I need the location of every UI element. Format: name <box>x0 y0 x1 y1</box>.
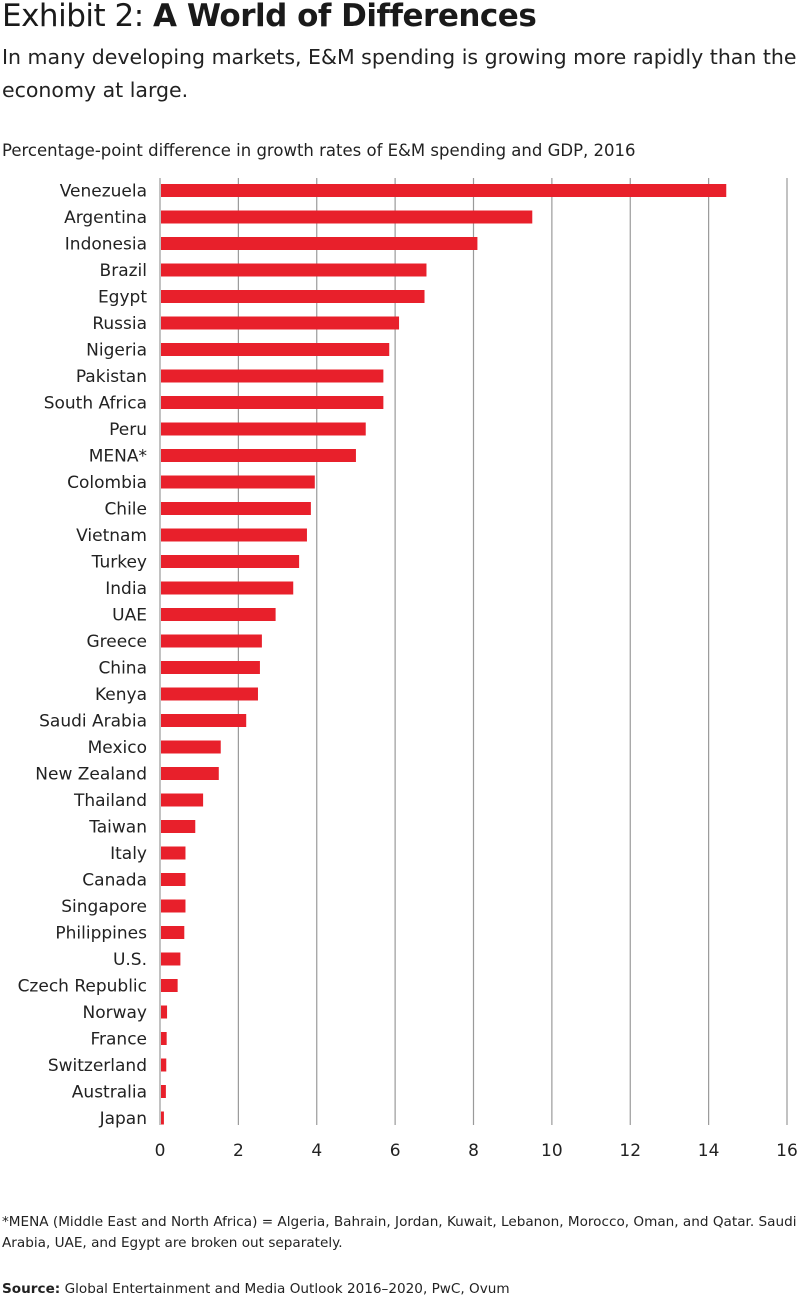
category-label: Egypt <box>98 288 147 308</box>
x-axis-tick-labels: 0 2 4 6 8 10 12 14 16 <box>155 1141 798 1161</box>
bar <box>161 316 400 330</box>
category-label: Brazil <box>100 261 147 281</box>
bar <box>161 1111 164 1125</box>
bar <box>161 661 260 674</box>
category-label: MENA* <box>89 447 147 467</box>
x-tick-label: 14 <box>698 1141 720 1161</box>
source-label: Source: <box>2 1281 61 1297</box>
bar <box>161 184 727 197</box>
x-tick-label: 10 <box>541 1141 563 1161</box>
category-label: Japan <box>99 1109 147 1129</box>
bar <box>161 767 219 780</box>
gridlines <box>159 178 788 1125</box>
category-label: Czech Republic <box>18 977 147 997</box>
category-label: Argentina <box>64 208 147 228</box>
category-label: Taiwan <box>88 818 147 838</box>
category-label: Kenya <box>95 685 147 705</box>
bar <box>161 528 307 542</box>
bar <box>161 740 221 754</box>
category-labels: Venezuela Argentina Indonesia Brazil Egypt Ru… <box>18 182 148 1130</box>
exhibit-label: Exhibit 2: <box>2 0 144 34</box>
category-label: Philippines <box>55 924 147 944</box>
bar <box>161 581 294 595</box>
x-tick-label: 12 <box>619 1141 641 1161</box>
bar <box>161 634 262 648</box>
x-tick-label: 8 <box>468 1141 479 1161</box>
bar <box>161 1005 168 1019</box>
bars <box>161 184 727 1125</box>
bar <box>161 502 311 515</box>
chart-title: Percentage-point difference in growth ra… <box>2 141 636 160</box>
x-tick-label: 16 <box>776 1141 798 1161</box>
bar <box>161 555 300 568</box>
category-label: U.S. <box>113 950 147 970</box>
category-label: New Zealand <box>35 765 147 785</box>
bar <box>161 343 390 356</box>
category-label: Colombia <box>67 473 147 493</box>
category-label: Italy <box>110 844 147 864</box>
x-tick-label: 0 <box>155 1141 166 1161</box>
category-label: Singapore <box>61 897 147 917</box>
bar <box>161 422 366 436</box>
category-label: Switzerland <box>48 1056 147 1076</box>
category-label: Canada <box>82 871 147 891</box>
bar <box>161 1032 167 1045</box>
category-label: Saudi Arabia <box>39 712 147 732</box>
exhibit-subtitle: In many developing markets, E&M spending… <box>2 45 797 102</box>
category-label: Chile <box>104 500 147 520</box>
bar <box>161 873 186 886</box>
category-label: UAE <box>112 606 147 626</box>
category-label: Thailand <box>73 791 147 811</box>
category-label: Vietnam <box>76 526 147 546</box>
bar <box>161 793 204 807</box>
x-tick-label: 2 <box>233 1141 244 1161</box>
category-label: Greece <box>86 632 147 652</box>
bar-chart: Venezuela Argentina Indonesia Brazil Egypt Ru… <box>18 178 798 1161</box>
category-label: Indonesia <box>65 235 147 255</box>
bar <box>161 952 181 966</box>
bar <box>161 820 196 833</box>
x-tick-label: 6 <box>390 1141 401 1161</box>
category-label: Peru <box>109 420 147 440</box>
category-label: India <box>105 579 147 599</box>
category-label: Australia <box>72 1083 147 1103</box>
category-label: Nigeria <box>86 341 147 361</box>
bar <box>161 369 384 383</box>
source-line: Source: Global Entertainment and Media O… <box>2 1281 510 1297</box>
bar <box>161 475 315 489</box>
bar <box>161 608 276 621</box>
category-label: Russia <box>92 314 147 334</box>
bar <box>161 290 425 303</box>
exhibit-title: Exhibit 2: A World of Differences <box>2 0 537 34</box>
bar <box>161 687 258 701</box>
x-tick-label: 4 <box>311 1141 322 1161</box>
source-text: Global Entertainment and Media Outlook 2… <box>64 1281 510 1297</box>
category-label: China <box>98 659 147 679</box>
category-label: Venezuela <box>60 182 147 202</box>
bar <box>161 210 533 224</box>
category-label: Norway <box>83 1003 148 1023</box>
category-label: Turkey <box>91 553 147 573</box>
bar <box>161 237 478 250</box>
bar <box>161 899 186 913</box>
category-label: France <box>90 1030 147 1050</box>
bar <box>161 846 186 860</box>
category-label: Pakistan <box>76 367 147 387</box>
bar <box>161 396 384 409</box>
bar <box>161 1058 167 1072</box>
exhibit-heading: A World of Differences <box>153 0 537 34</box>
category-label: Mexico <box>88 738 147 758</box>
category-label: South Africa <box>44 394 147 414</box>
bar <box>161 714 247 727</box>
footnote: *MENA (Middle East and North Africa) = A… <box>2 1214 797 1251</box>
bar <box>161 979 178 992</box>
bar <box>161 263 427 277</box>
bar <box>161 926 185 939</box>
bar <box>161 449 356 462</box>
bar <box>161 1085 166 1098</box>
